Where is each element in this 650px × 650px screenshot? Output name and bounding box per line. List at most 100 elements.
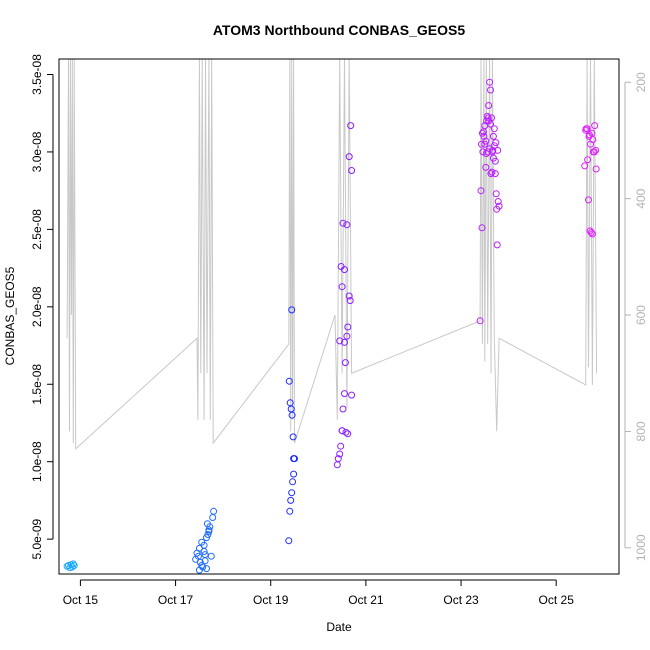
data-point [207,552,215,560]
data-point [482,150,490,157]
data-point [584,156,592,164]
data-point [477,187,485,195]
data-point [583,125,591,133]
data-point [338,427,346,435]
secondary-tick-label: 200 [634,72,648,92]
data-point [337,263,345,270]
data-point [289,433,297,441]
data-point [206,523,214,531]
y-tick-label: 3.5e-08 [30,54,44,95]
data-point [341,390,348,398]
data-point [344,323,352,331]
data-point [591,122,599,130]
data-point [486,145,494,153]
data-point [592,165,600,173]
altitude-profile-line [66,58,598,451]
data-point [592,146,600,154]
data-point [344,430,352,438]
data-point [339,219,347,227]
x-tick-label: Oct 25 [539,593,575,607]
y-tick-label: 5.0e-09 [30,518,44,559]
data-point [345,292,353,300]
data-point [342,428,350,436]
data-point [484,114,492,122]
x-tick-label: Oct 17 [158,593,194,607]
data-point [70,562,78,569]
data-point [201,551,209,559]
data-point [334,455,342,463]
data-point [482,163,490,171]
x-tick-label: Oct 23 [443,593,479,607]
data-point [485,117,493,125]
data-point [588,230,596,238]
data-point [194,552,202,560]
secondary-tick-label: 600 [634,305,648,325]
data-point [489,132,497,140]
data-point [339,405,347,413]
chart-title: ATOM3 Northbound CONBAS_GEOS5 [213,22,465,38]
x-tick-label: Oct 21 [348,593,384,607]
data-point [582,126,590,134]
secondary-tick-label: 800 [634,421,648,441]
data-point [287,496,295,504]
y-tick-label: 1.0e-08 [30,441,44,482]
data-point [491,170,499,178]
data-point [205,527,213,535]
data-point [483,112,491,120]
data-point [203,565,210,573]
data-point [343,332,351,340]
data-point [485,102,493,109]
data-point [494,146,502,154]
data-point [586,131,593,139]
data-point [479,128,487,136]
data-point [345,153,353,161]
data-point [581,162,589,170]
data-point [486,78,494,86]
x-axis-title: Date [326,620,352,634]
data-point [288,489,296,497]
data-point [478,129,486,137]
data-point [348,391,356,399]
data-point [489,146,497,154]
data-point [585,196,592,204]
altitude-profile-layer [66,58,598,451]
data-point [481,140,489,148]
y-tick-label: 2.5e-08 [30,209,44,250]
data-point [285,377,293,385]
data-point [288,306,296,314]
data-point [487,170,495,178]
data-point [204,531,212,538]
plot-frame [58,58,620,575]
data-point [341,338,348,346]
data-point [589,136,597,143]
data-point [198,562,206,569]
data-point [590,148,598,156]
data-point [487,86,494,94]
data-point [290,455,298,463]
data-point [482,137,490,145]
data-point [68,563,76,571]
data-point [476,317,484,325]
data-point [341,359,349,367]
y-tick-label: 2.0e-08 [30,286,44,327]
data-point [343,221,351,229]
data-point [493,241,501,249]
data-point [488,168,496,176]
y-axis-title: CONBAS_GEOS5 [3,266,17,365]
data-point [587,229,595,236]
x-tick-label: Oct 15 [63,593,99,607]
data-point [347,122,355,130]
y-tick-label: 3.0e-08 [30,131,44,172]
data-point [290,470,298,478]
data-point [336,450,344,458]
data-point [195,544,203,552]
x-tick-label: Oct 19 [253,593,289,607]
data-point [286,399,294,407]
data-point [336,337,344,345]
data-point [337,442,345,450]
data-point [210,507,218,515]
data-point [492,190,500,198]
data-point [289,478,297,486]
data-point [338,283,346,291]
